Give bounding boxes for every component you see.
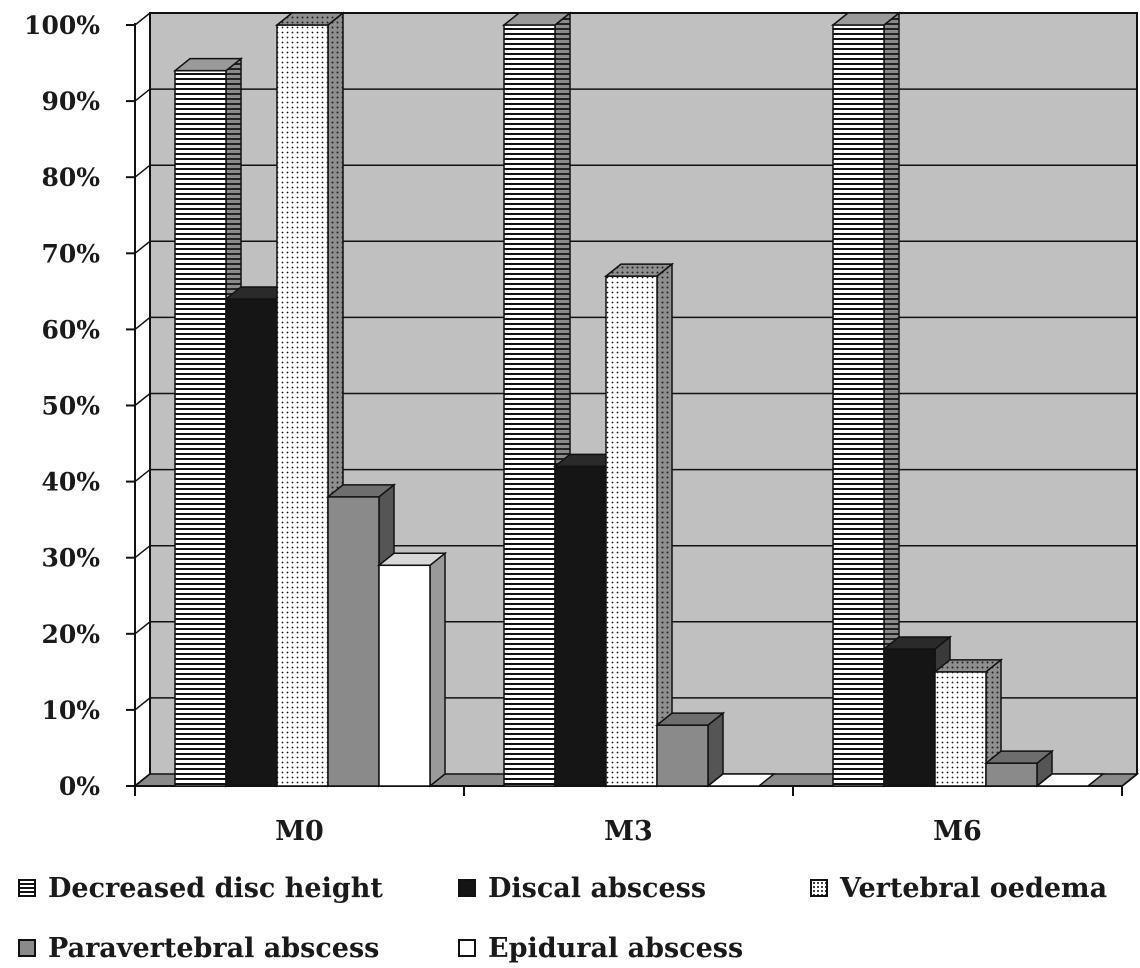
legend-item-discal-abscess: Discal abscess [458,868,706,908]
gridline [134,12,1137,26]
bar-top [654,712,726,726]
bar-epidural-abscess-m3 [705,773,777,787]
bar-side [429,551,446,788]
bar-front [503,24,556,787]
gridline [134,240,1137,254]
legend-item-vertebral-oedema: Vertebral oedema [810,868,1107,908]
y-tick-label: 80% [41,163,100,192]
bar-side [656,262,673,788]
bar-front [985,762,1038,787]
legend-label: Paravertebral abscess [48,932,380,964]
bar-vertebral-oedema-m0 [274,11,346,788]
bar-top [172,57,244,72]
bar-top [325,484,397,498]
bar-top [603,263,675,277]
bar-front [174,69,227,787]
bar-front [832,24,885,787]
gridlines [134,12,1137,711]
gridline [134,697,1137,711]
bars [172,11,1106,788]
y-tick-labels: 0% 10% 20% 30% 40% 50% 60% 70% 80% 90% 100% [24,11,100,801]
y-tick-label: 100% [24,11,100,40]
bar-discal-abscess-m0 [223,285,295,788]
bar-paravertebral-abscess-m0 [325,483,397,788]
bar-top [1034,773,1106,787]
bar-epidural-abscess-m0 [376,551,448,788]
legend-swatch [18,939,36,957]
legend-item-paravertebral-abscess: Paravertebral abscess [18,928,379,968]
bar-front [656,724,709,787]
gridline [134,468,1137,483]
gridline [134,316,1137,330]
bar-top [501,12,573,26]
legend: Decreased disc height Discal abscess Ver… [18,862,1128,964]
bar-top [705,773,777,787]
bar-front [883,648,936,787]
bar-top [881,636,953,650]
legend-label: Epidural abscess [488,932,744,964]
legend-swatch [458,879,476,897]
y-tick-label: 0% [59,772,100,801]
gridline [134,88,1137,102]
bar-front [378,564,431,787]
bar-paravertebral-abscess-m3 [654,711,726,788]
y-tick-label: 10% [41,696,100,725]
legend-swatch [18,879,36,897]
legend-item-decreased-disc-height: Decreased disc height [18,868,383,908]
gridline [134,164,1137,178]
y-tick-label: 40% [41,468,100,497]
legend-label: Vertebral oedema [840,872,1108,904]
bar-front [276,24,329,787]
x-tick-label: M3 [604,816,653,847]
bar-paravertebral-abscess-m6 [983,749,1055,788]
x-tick-label: M0 [275,816,324,847]
legend-label: Discal abscess [488,872,707,904]
bar-front [327,496,380,787]
y-tick-label: 50% [41,392,100,421]
bar-top [983,750,1055,764]
legend-item-epidural-abscess: Epidural abscess [458,928,743,968]
gridline [134,544,1137,559]
bar-vertebral-oedema-m3 [603,262,675,788]
bar-front [225,298,278,787]
bar-front [934,671,987,787]
bar-epidural-abscess-m6 [1034,773,1106,787]
y-tick-label: 70% [41,239,100,268]
bar-front [605,275,658,787]
x-tick-label: M6 [933,816,982,847]
y-tick-label: 90% [41,87,100,116]
x-tick-labels: M0 M3 M6 [275,816,982,847]
bar-top [830,12,902,26]
y-tick-label: 30% [41,544,100,573]
y-tick-label: 60% [41,315,100,344]
gridline [134,621,1137,635]
bar-top [376,552,448,567]
chart: 0% 10% 20% 30% 40% 50% 60% 70% 80% 90% 100% M0 M3 M6 [24,11,1140,847]
legend-swatch [458,939,476,957]
bar-top [932,659,1004,673]
legend-label: Decreased disc height [48,872,383,904]
bar-front [554,465,607,787]
bar-decreased-disc-height-m6 [830,11,902,788]
bar-top [274,12,346,26]
y-tick-label: 20% [41,620,100,649]
legend-swatch [810,879,828,897]
bar-vertebral-oedema-m6 [932,658,1004,788]
gridline [134,392,1137,407]
